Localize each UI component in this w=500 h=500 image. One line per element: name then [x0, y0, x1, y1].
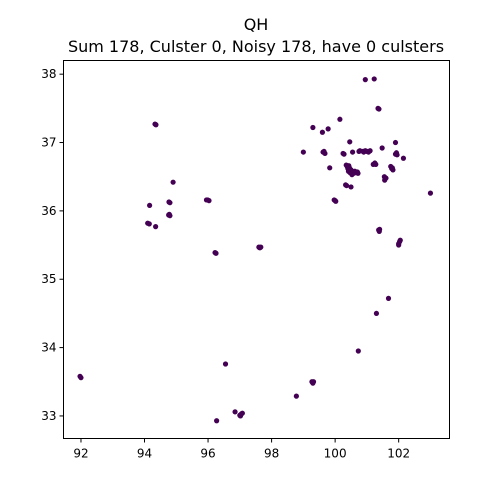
- data-point: [146, 221, 152, 227]
- data-point: [322, 150, 328, 157]
- x-tick-label: 96: [200, 447, 215, 461]
- data-point: [214, 418, 220, 424]
- data-point: [377, 226, 383, 232]
- data-point: [394, 152, 400, 158]
- x-tick-label: 100: [324, 447, 347, 461]
- data-point: [348, 184, 354, 190]
- data-point: [167, 200, 173, 206]
- data-point: [147, 202, 153, 209]
- x-tick-label: 92: [73, 447, 88, 461]
- data-point: [385, 295, 392, 301]
- data-point: [379, 145, 385, 151]
- data-point: [350, 149, 356, 155]
- data-point: [78, 375, 84, 381]
- data-point: [327, 165, 333, 171]
- data-point: [166, 211, 172, 217]
- data-point: [153, 122, 159, 128]
- chart-title: QH: [244, 15, 269, 34]
- data-point: [373, 161, 379, 167]
- data-point: [397, 237, 403, 243]
- data-point: [293, 393, 299, 399]
- data-point: [300, 149, 306, 155]
- data-point: [341, 151, 347, 157]
- data-point: [170, 179, 176, 185]
- data-point: [367, 148, 373, 154]
- y-tick-label: 37: [41, 136, 56, 150]
- data-point: [337, 116, 343, 122]
- data-point: [153, 224, 159, 230]
- data-point: [213, 250, 219, 256]
- data-point: [333, 198, 339, 204]
- data-point: [427, 190, 434, 196]
- data-point: [390, 167, 396, 173]
- data-point: [382, 177, 388, 183]
- x-tick-label: 94: [137, 447, 152, 461]
- data-point: [343, 182, 350, 189]
- data-point: [310, 124, 316, 131]
- points-layer: [77, 76, 434, 424]
- data-point: [310, 379, 317, 385]
- data-point: [355, 170, 361, 176]
- data-point: [347, 139, 353, 145]
- chart-subtitle: Sum 178, Culster 0, Noisy 178, have 0 cu…: [68, 37, 444, 56]
- data-point: [376, 106, 382, 112]
- x-tick-label: 98: [264, 447, 279, 461]
- data-point: [206, 198, 212, 204]
- data-point: [237, 413, 244, 419]
- data-point: [325, 126, 331, 132]
- y-tick-label: 33: [41, 409, 56, 423]
- y-tick-label: 35: [41, 272, 56, 286]
- plot-frame: [63, 60, 450, 439]
- data-point: [396, 242, 402, 248]
- data-point: [373, 310, 380, 317]
- data-point: [258, 244, 264, 250]
- data-point: [222, 361, 229, 367]
- data-point: [392, 139, 399, 146]
- data-point: [362, 77, 368, 83]
- data-point: [371, 76, 377, 82]
- data-point: [400, 155, 407, 161]
- ticks-layer: 92 94 96 98 100 102 33 34 35 36 37 38: [41, 67, 410, 460]
- y-tick-label: 34: [41, 341, 56, 355]
- data-point: [355, 348, 361, 354]
- x-tick-label: 102: [387, 447, 410, 461]
- y-tick-label: 38: [41, 67, 56, 81]
- data-point: [319, 129, 326, 135]
- data-point: [232, 409, 238, 415]
- y-tick-label: 36: [41, 204, 56, 218]
